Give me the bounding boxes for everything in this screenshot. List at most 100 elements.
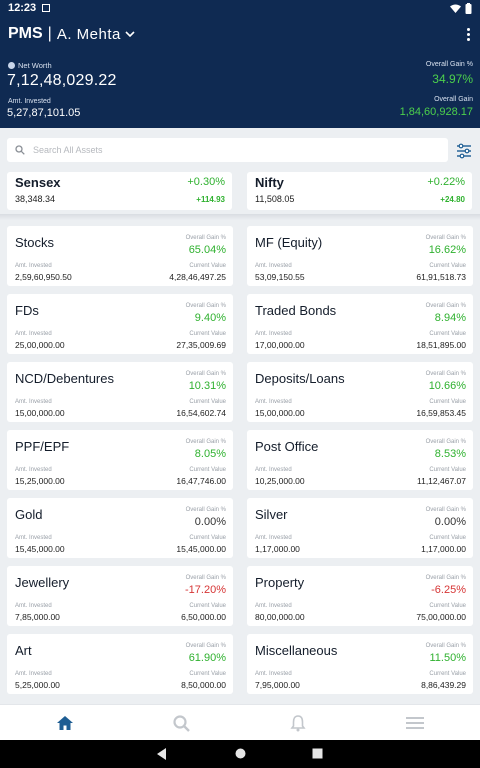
gain-pct-label: Overall Gain % (185, 303, 226, 309)
current-value-label: Current Value (189, 535, 226, 541)
gain-pct-value: -6.25% (431, 584, 466, 596)
user-selector[interactable]: A. Mehta (56, 25, 121, 43)
amt-invested-label: Amt. Invested (15, 467, 52, 473)
current-value: 8,86,439.29 (421, 680, 466, 690)
asset-name: Stocks (15, 235, 55, 250)
gain-pct-value: 16.62% (428, 244, 466, 256)
asset-card[interactable]: Post Office Overall Gain % 8.53% Amt. Inves… (247, 430, 473, 490)
current-value: 27,35,009.69 (176, 340, 226, 350)
gain-pct-value: 9.40% (194, 312, 226, 324)
asset-card[interactable]: Art Overall Gain % 61.90% Amt. Invested 5,25… (7, 634, 233, 694)
index-change: +24.80 (440, 195, 465, 204)
back-icon[interactable] (156, 748, 168, 760)
net-worth-label-row: Net Worth (8, 61, 52, 70)
overall-gain-pct-value: 34.97% (432, 72, 473, 86)
recents-icon[interactable] (312, 748, 323, 759)
app-brand: PMS (8, 25, 43, 42)
search-icon (172, 714, 190, 732)
search-input[interactable] (33, 145, 413, 155)
filter-icon[interactable] (456, 143, 472, 159)
gain-pct-value: 0.00% (194, 516, 226, 528)
amt-invested-value: 7,95,000.00 (255, 680, 300, 690)
gain-pct-label: Overall Gain % (185, 235, 226, 241)
gain-pct-label: Overall Gain % (425, 303, 466, 309)
asset-card[interactable]: NCD/Debentures Overall Gain % 10.31% Amt. I… (7, 362, 233, 422)
home-button-icon[interactable] (235, 748, 246, 759)
current-value: 8,50,000.00 (181, 680, 226, 690)
amt-invested-label: Amt. Invested (15, 603, 52, 609)
gain-pct-value: 65.04% (188, 244, 226, 256)
asset-name: Post Office (255, 439, 319, 454)
battery-icon (465, 2, 472, 14)
current-value-label: Current Value (189, 331, 226, 337)
current-value: 15,45,000.00 (176, 544, 226, 554)
gain-pct-value: 8.53% (434, 448, 466, 460)
tab-menu[interactable] (355, 705, 475, 741)
status-time: 12:23 (8, 2, 37, 14)
amt-invested-value: 17,00,000.00 (255, 340, 305, 350)
asset-card[interactable]: Miscellaneous Overall Gain % 11.50% Amt. In… (247, 634, 473, 694)
amt-invested-value: 10,25,000.00 (255, 476, 305, 486)
search-icon (15, 145, 25, 155)
tab-notifications[interactable] (238, 705, 358, 741)
asset-name: Jewellery (15, 575, 70, 590)
title-separator: | (47, 25, 52, 42)
gain-pct-value: 10.66% (428, 380, 466, 392)
amt-invested-value: 7,85,000.00 (15, 612, 60, 622)
gain-pct-label: Overall Gain % (185, 575, 226, 581)
status-bar: 12:23 (0, 0, 480, 16)
amt-invested-label: Amt. Invested (15, 671, 52, 677)
gain-pct-value: 0.00% (434, 516, 466, 528)
asset-card[interactable]: Silver Overall Gain % 0.00% Amt. Invested 1,… (247, 498, 473, 558)
asset-card[interactable]: Deposits/Loans Overall Gain % 10.66% Amt. I… (247, 362, 473, 422)
current-value: 16,54,602.74 (176, 408, 226, 418)
app-header: PMS | A. Mehta Net Worth 7,12,48,029.22 … (0, 16, 480, 128)
asset-name: Property (255, 575, 305, 590)
amt-invested-value: 15,25,000.00 (15, 476, 65, 486)
overall-gain-label: Overall Gain (434, 96, 473, 103)
current-value-label: Current Value (189, 467, 226, 473)
wifi-icon (450, 4, 461, 13)
current-value-label: Current Value (429, 603, 466, 609)
asset-card[interactable]: Stocks Overall Gain % 65.04% Amt. Invested 2… (7, 226, 233, 286)
amt-invested-value: 53,09,150.55 (255, 272, 305, 282)
asset-card[interactable]: Traded Bonds Overall Gain % 8.94% Amt. Inve… (247, 294, 473, 354)
amt-invested-label: Amt. Invested (255, 467, 292, 473)
search-bar[interactable] (7, 138, 448, 162)
tab-search[interactable] (121, 705, 241, 741)
gain-pct-value: 11.50% (429, 652, 467, 664)
index-value: 11,508.05 (255, 194, 295, 204)
chevron-down-icon[interactable] (125, 31, 135, 37)
current-value: 16,47,746.00 (176, 476, 226, 486)
asset-card[interactable]: Property Overall Gain % -6.25% Amt. Investe… (247, 566, 473, 626)
amt-invested-value: 15,00,000.00 (15, 408, 65, 418)
asset-card[interactable]: MF (Equity) Overall Gain % 16.62% Amt. Inve… (247, 226, 473, 286)
current-value-label: Current Value (429, 331, 466, 337)
asset-card[interactable]: Gold Overall Gain % 0.00% Amt. Invested 15,4… (7, 498, 233, 558)
amt-invested-value: 2,59,60,950.50 (15, 272, 72, 282)
overflow-menu-icon[interactable] (462, 27, 474, 41)
asset-card[interactable]: Jewellery Overall Gain % -17.20% Amt. Inves… (7, 566, 233, 626)
gain-pct-value: 8.05% (194, 448, 226, 460)
index-name: Sensex (15, 175, 61, 190)
current-value: 16,59,853.45 (416, 408, 466, 418)
tab-home[interactable] (5, 705, 125, 741)
gain-pct-label: Overall Gain % (185, 643, 226, 649)
asset-name: Deposits/Loans (255, 371, 345, 386)
amt-invested-label: Amt. Invested (255, 399, 292, 405)
index-card-nifty[interactable]: Nifty +0.22% 11,508.05 +24.80 (247, 172, 472, 210)
amt-invested-value: 5,27,87,101.05 (7, 107, 81, 119)
index-card-sensex[interactable]: Sensex +0.30% 38,348.34 +114.93 (7, 172, 232, 210)
bell-icon (290, 715, 306, 732)
amt-invested-label: Amt. Invested (255, 535, 292, 541)
current-value: 11,12,467.07 (417, 476, 466, 486)
net-worth-value: 7,12,48,029.22 (7, 72, 117, 89)
amt-invested-label: Amt. Invested (15, 535, 52, 541)
asset-name: PPF/EPF (15, 439, 70, 454)
current-value-label: Current Value (429, 467, 466, 473)
asset-card[interactable]: FDs Overall Gain % 9.40% Amt. Invested 25,00… (7, 294, 233, 354)
asset-card[interactable]: PPF/EPF Overall Gain % 8.05% Amt. Invested 1… (7, 430, 233, 490)
section-divider (0, 214, 480, 220)
amt-invested-label: Amt. Invested (15, 399, 52, 405)
asset-name: Art (15, 643, 32, 658)
